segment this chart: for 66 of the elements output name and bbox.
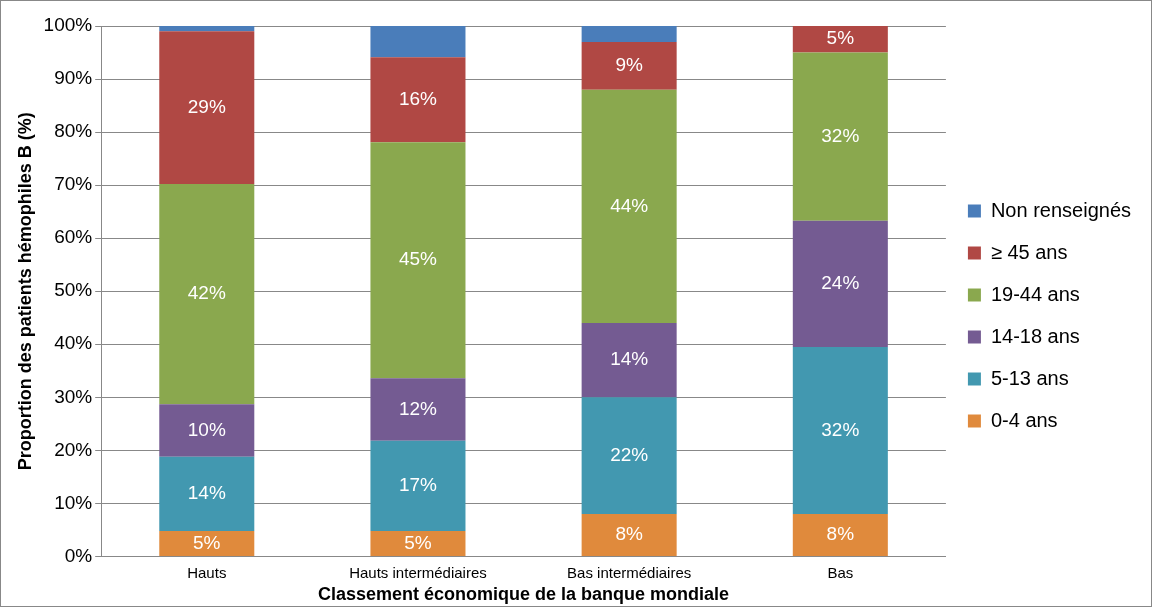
y-tick-label: 100% (43, 14, 93, 36)
bar (370, 57, 466, 143)
legend-label: 5-13 ans (990, 366, 1069, 389)
data-label: 8% (615, 523, 643, 545)
bar (581, 41, 677, 90)
data-label: 12% (398, 397, 438, 419)
bar (792, 346, 888, 514)
data-label: 32% (821, 124, 860, 146)
bar (370, 378, 466, 441)
x-tick-label: Hauts (187, 563, 227, 581)
bar (792, 26, 888, 53)
data-label: 32% (821, 418, 860, 440)
y-tick-label: 60% (54, 226, 93, 248)
y-axis-title: Proportion des patients hémophiles B (%) (14, 112, 35, 471)
y-tick-label: 10% (54, 491, 93, 513)
bar (792, 220, 888, 347)
x-tick-label: Bas (827, 563, 854, 581)
bar (159, 456, 255, 531)
y-tick-label: 30% (54, 385, 93, 407)
bar (159, 404, 255, 457)
data-label: 5% (826, 27, 855, 49)
data-label: 45% (398, 248, 438, 270)
legend-label: 0-4 ans (990, 408, 1058, 431)
bar (792, 52, 888, 221)
bar (159, 26, 255, 32)
legend-label: 14-18 ans (990, 324, 1080, 347)
data-label: 8% (826, 523, 855, 545)
data-label: 14% (610, 348, 649, 370)
bar (792, 513, 888, 556)
data-label: 5% (193, 531, 221, 553)
bar (581, 26, 677, 42)
legend-label: Non renseignés (990, 198, 1132, 221)
data-label: 17% (398, 474, 438, 496)
bar (581, 397, 677, 514)
bar (159, 31, 255, 185)
data-label: 16% (398, 87, 438, 109)
data-label: 9% (615, 54, 643, 76)
bar (159, 184, 255, 405)
y-tick-label: 20% (54, 438, 93, 460)
y-tick-label: 50% (54, 279, 93, 301)
y-tick-label: 70% (54, 173, 93, 195)
bar (370, 440, 466, 531)
y-tick-label: 0% (64, 544, 93, 566)
bar (370, 530, 466, 556)
data-label: 5% (404, 531, 432, 553)
y-tick-label: 80% (54, 120, 93, 142)
data-label: 10% (187, 418, 226, 440)
data-label: 22% (610, 443, 649, 465)
legend-label: ≥ 45 ans (990, 240, 1068, 263)
bar (159, 530, 255, 556)
data-label: 29% (187, 95, 226, 117)
bar (581, 513, 677, 556)
x-tick-label: Bas intermédiaires (567, 563, 692, 581)
data-label: 14% (187, 482, 226, 504)
data-label: 44% (610, 194, 649, 216)
bar (581, 89, 677, 324)
x-axis-title: Classement économique de la banque mondiale (318, 584, 730, 605)
data-label: 42% (187, 282, 226, 304)
y-tick-label: 40% (54, 332, 93, 354)
x-tick-label: Hauts intermédiaires (349, 563, 487, 581)
y-tick-label: 90% (54, 67, 93, 89)
bar (581, 323, 677, 398)
bar (370, 26, 466, 58)
data-label: 24% (821, 272, 860, 294)
legend-label: 19-44 ans (990, 282, 1080, 305)
bar (370, 142, 466, 379)
